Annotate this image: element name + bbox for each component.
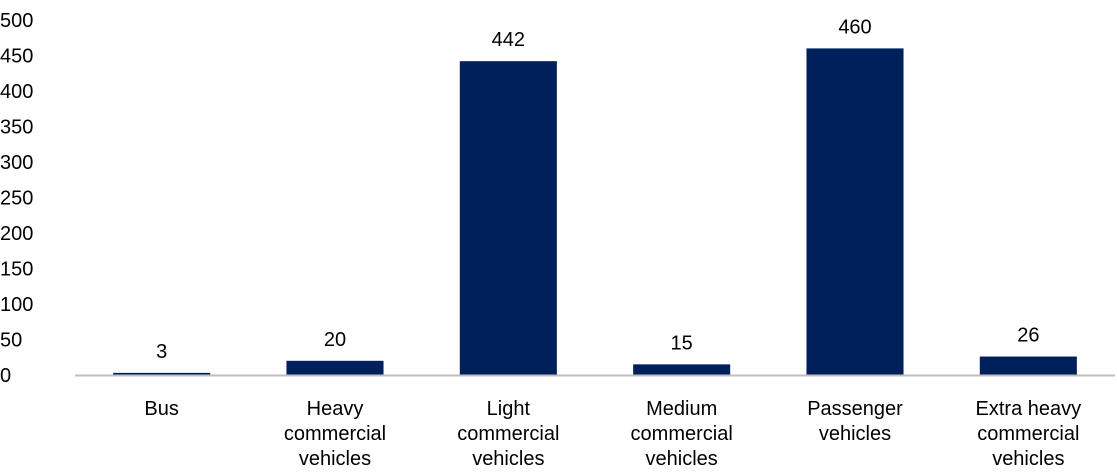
y-tick-label: 50 <box>0 330 22 352</box>
y-tick-label: 350 <box>0 117 33 139</box>
x-tick-label-line: Medium <box>646 398 717 420</box>
x-tick-label-line: vehicles <box>992 448 1064 470</box>
x-tick-label-line: commercial <box>284 423 386 445</box>
data-label: 3 <box>156 341 167 363</box>
y-tick-label: 200 <box>0 223 33 245</box>
x-tick-label-line: vehicles <box>646 448 718 470</box>
data-label: 442 <box>492 29 525 51</box>
y-tick-label: 250 <box>0 188 33 210</box>
bar <box>633 364 731 375</box>
y-tick-label: 400 <box>0 81 33 103</box>
data-label: 15 <box>671 332 693 354</box>
y-tick-label: 300 <box>0 152 33 174</box>
y-tick-label: 0 <box>0 365 11 387</box>
bar <box>979 356 1077 375</box>
y-tick-label: 150 <box>0 259 33 281</box>
bar <box>286 360 384 375</box>
x-tick-label: Extra heavy commercial vehicles <box>976 398 1082 470</box>
x-tick-label-line: vehicles <box>819 423 891 445</box>
data-label: 460 <box>838 16 871 38</box>
x-tick-label: Passenger vehicles <box>807 398 903 445</box>
x-tick-label-line: vehicles <box>472 448 544 470</box>
x-tick-label: Heavy commercial vehicles <box>284 398 386 470</box>
bar <box>113 372 211 375</box>
x-tick-label-line: Extra heavy <box>976 398 1082 420</box>
x-tick-label-line: vehicles <box>299 448 371 470</box>
x-tick-label: Light commercial vehicles <box>457 398 559 470</box>
x-tick-label-line: Passenger <box>807 398 903 420</box>
x-tick-label-line: Heavy <box>307 398 364 420</box>
x-tick-label-line: Light <box>487 398 531 420</box>
x-tick-label-line: commercial <box>457 423 559 445</box>
bar <box>459 61 557 376</box>
x-tick-label-line: commercial <box>977 423 1079 445</box>
x-tick-label-line: Bus <box>144 398 178 420</box>
y-tick-label: 100 <box>0 294 33 316</box>
y-tick-label: 450 <box>0 46 33 68</box>
bar <box>806 48 904 376</box>
x-tick-label-line: commercial <box>631 423 733 445</box>
x-tick-label: Medium commercial vehicles <box>631 398 733 470</box>
data-label: 20 <box>324 329 346 351</box>
x-tick-label: Bus <box>144 398 178 420</box>
y-tick-label: 500 <box>0 10 33 32</box>
data-label: 26 <box>1017 325 1039 347</box>
